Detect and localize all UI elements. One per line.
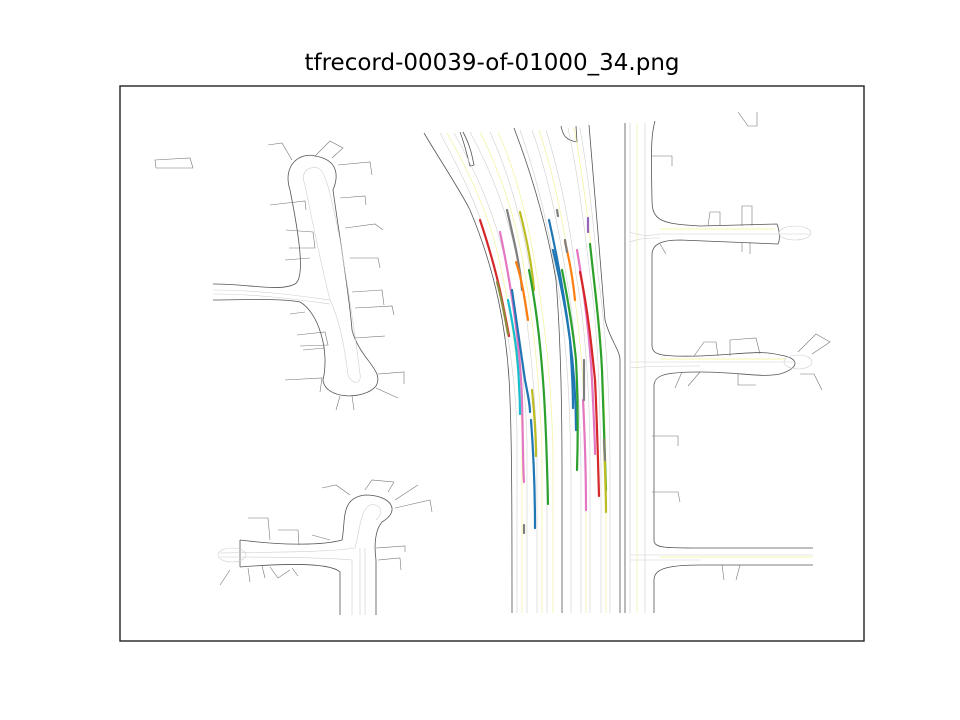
trajectory-orange — [514, 260, 530, 322]
trajectory-lime — [530, 388, 538, 458]
trajectory-crimson — [578, 270, 601, 498]
trajectory-cyan — [506, 298, 522, 416]
trajectory-pink-3 — [581, 398, 588, 512]
figure-title: tfrecord-00039-of-01000_34.png — [304, 50, 680, 76]
trajectory-gray-6 — [602, 438, 607, 462]
lane-centers-left-upper — [212, 167, 361, 383]
road-edges-main — [423, 124, 621, 614]
trajectory-blue-4 — [551, 248, 575, 410]
agent-trajectories — [478, 208, 608, 535]
road-edges-left-upper — [212, 154, 379, 397]
driveway-edges-left-upper — [154, 140, 405, 411]
lane-centers-left-lower — [217, 504, 381, 615]
driveway-edges-left-lower — [219, 479, 433, 586]
trajectory-yellowgreen — [518, 210, 536, 292]
lane-yellow-main — [446, 127, 607, 613]
lane-centers-right — [629, 123, 813, 613]
trajectory-green — [527, 268, 550, 506]
trajectory-gray-4 — [563, 238, 569, 254]
driveway-edges-right — [652, 111, 831, 581]
trajectory-gray-3 — [555, 208, 560, 218]
trajectory-blue — [510, 288, 532, 414]
lane-yellow-right — [636, 123, 813, 613]
trajectory-olive — [495, 280, 510, 336]
trajectory-pink — [498, 230, 526, 484]
plot-frame — [119, 85, 865, 642]
trajectory-green-2 — [560, 268, 579, 472]
road-edges-right — [624, 120, 813, 613]
trajectory-blue-2 — [529, 418, 537, 530]
road-edges-left-lower — [239, 494, 393, 615]
